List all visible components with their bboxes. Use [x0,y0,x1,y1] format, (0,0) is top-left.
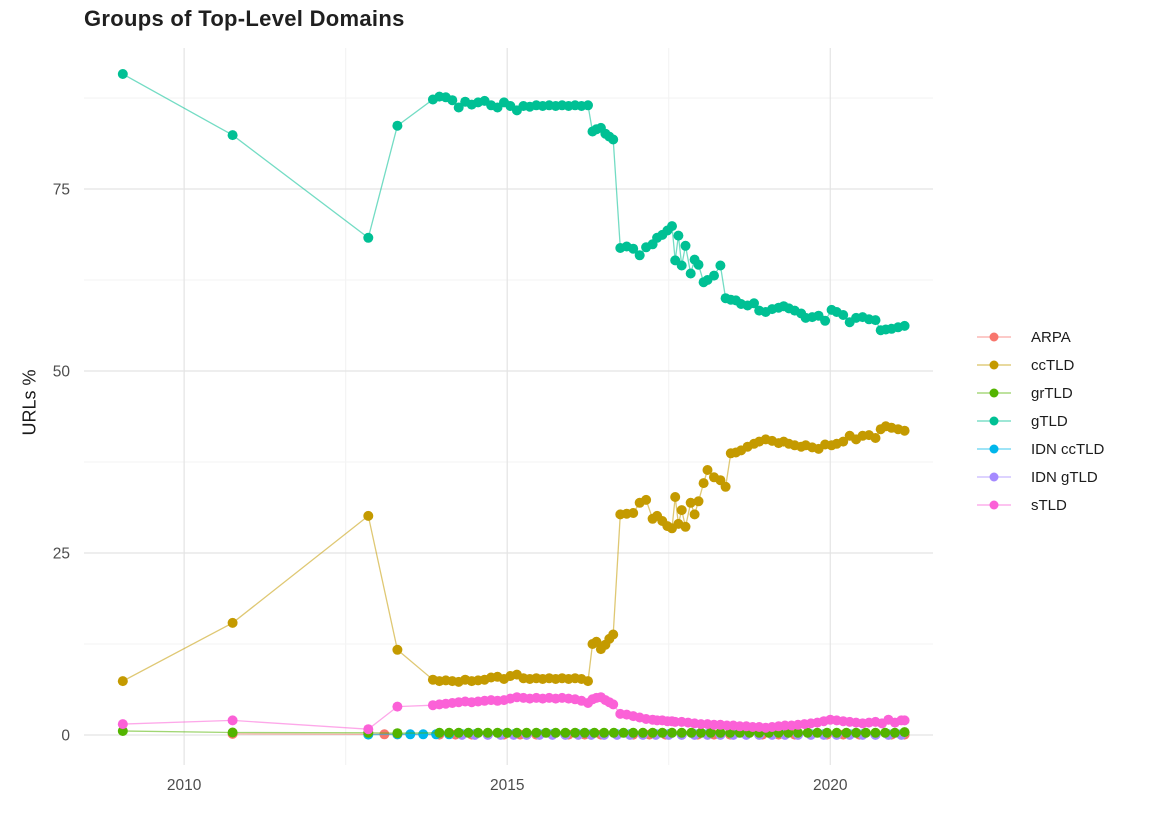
legend-label: sTLD [1031,496,1067,514]
y-tick-label-25: 25 [53,546,70,563]
legend-item-arpa: ARPA [977,323,1104,351]
legend-key-icon [977,500,1011,510]
series-grtld [117,726,910,739]
y-tick-label-75: 75 [53,182,70,199]
legend-key-icon [977,388,1011,398]
x-tick-label-2015: 2015 [490,777,524,794]
legend-key-icon [977,360,1011,370]
legend-item-idn-gtld: IDN gTLD [977,463,1104,491]
legend: ARPA ccTLD grTLD gTLD IDN ccTLD IDN gTLD sTLD [977,323,1104,519]
grid-major [84,48,933,765]
axis-tick-labels: 0 25 50 75 2010 2015 2020 [53,182,848,794]
legend-label: gTLD [1031,412,1068,430]
legend-item-idn-cctld: IDN ccTLD [977,435,1104,463]
legend-key-icon [977,332,1011,342]
series-cctld [117,421,910,687]
series-gtld [117,69,910,336]
legend-item-grtld: grTLD [977,379,1104,407]
legend-label: ccTLD [1031,356,1075,374]
x-tick-label-2020: 2020 [813,777,848,794]
grid-minor [84,48,933,765]
legend-label: IDN gTLD [1031,468,1098,486]
legend-item-cctld: ccTLD [977,351,1104,379]
series-stld [117,692,910,735]
legend-item-stld: sTLD [977,491,1104,519]
legend-label: ARPA [1031,328,1071,346]
legend-label: grTLD [1031,384,1073,402]
x-tick-label-2010: 2010 [167,777,202,794]
legend-item-gtld: gTLD [977,407,1104,435]
chart-title: Groups of Top-Level Domains [84,6,405,31]
y-tick-label-50: 50 [53,364,71,381]
legend-key-icon [977,444,1011,454]
legend-label: IDN ccTLD [1031,440,1105,458]
legend-key-icon [977,416,1011,426]
y-tick-label-0: 0 [61,728,70,745]
legend-key-icon [977,472,1011,482]
